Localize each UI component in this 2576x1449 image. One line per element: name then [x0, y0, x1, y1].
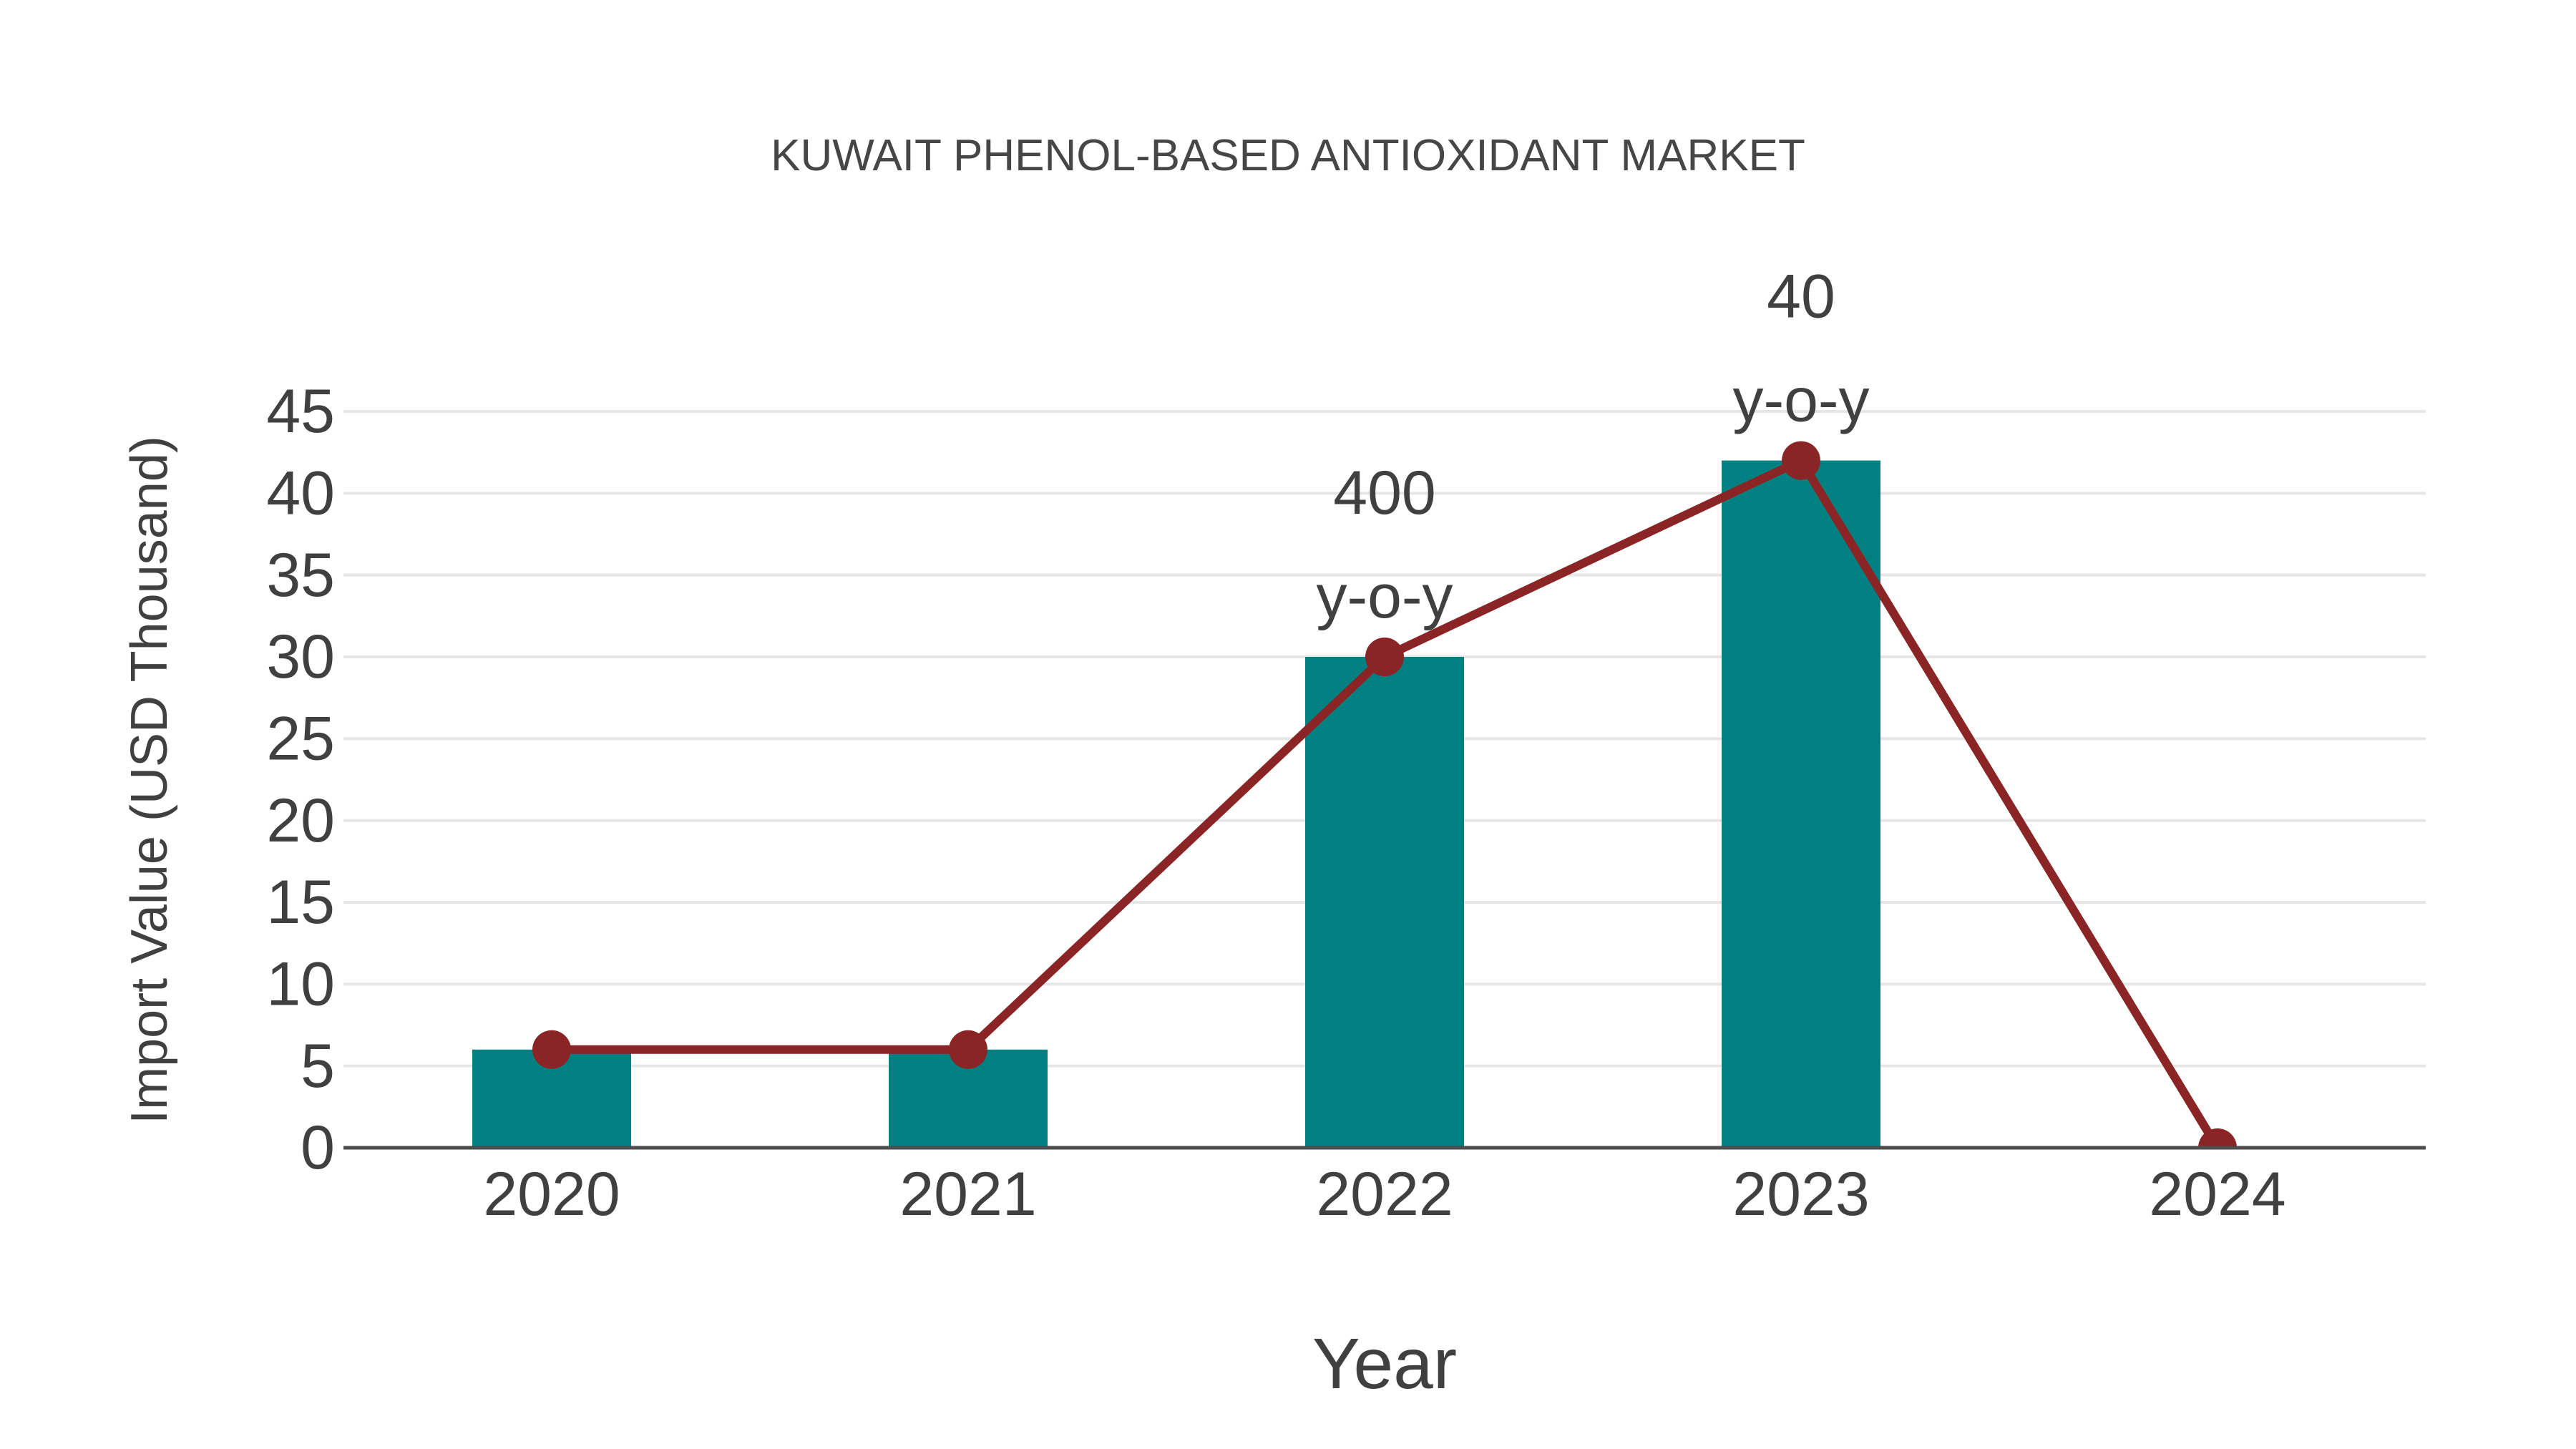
y-tick-label-25: 25 — [266, 705, 335, 774]
y-tick-label-0: 0 — [301, 1113, 335, 1182]
x-axis-title: Year — [1312, 1324, 1457, 1404]
chart-title: KUWAIT PHENOL-BASED ANTIOXIDANT MARKET — [771, 131, 1805, 180]
y-tick-label-20: 20 — [266, 786, 335, 855]
line-series — [532, 441, 2237, 1148]
annotations: 400 y-o-y 40 y-o-y — [1316, 263, 1869, 631]
y-tick-label-30: 30 — [266, 623, 335, 691]
annotation-value-2022: 400 — [1333, 459, 1436, 527]
y-axis-tick-labels: 0 5 10 15 20 25 30 35 40 45 — [266, 377, 335, 1182]
y-tick-label-45: 45 — [266, 377, 335, 446]
y-tick-label-5: 5 — [301, 1032, 335, 1101]
x-tick-label-2022: 2022 — [1316, 1160, 1453, 1229]
bar-series — [472, 460, 1880, 1148]
y-axis-title: Import Value (USD Thousand) — [121, 436, 178, 1124]
y-tick-label-10: 10 — [266, 950, 335, 1019]
annotation-value-2023: 40 — [1767, 263, 1835, 331]
data-point-marker-2022 — [1365, 638, 1404, 676]
annotation-label-2023: y-o-y — [1732, 366, 1869, 435]
y-tick-label-40: 40 — [266, 459, 335, 528]
data-point-marker-2024 — [2198, 1128, 2237, 1148]
bar-2022 — [1305, 657, 1464, 1148]
x-tick-label-2020: 2020 — [483, 1160, 620, 1229]
bar-2023 — [1722, 460, 1880, 1148]
data-point-marker-2020 — [532, 1030, 571, 1069]
data-point-marker-2023 — [1782, 441, 1820, 480]
x-axis-tick-labels: 2020 2021 2022 2023 2024 — [483, 1160, 2285, 1229]
annotation-label-2022: y-o-y — [1316, 562, 1453, 631]
y-tick-label-35: 35 — [266, 541, 335, 610]
x-tick-label-2023: 2023 — [1732, 1160, 1869, 1229]
y-tick-label-15: 15 — [266, 868, 335, 937]
data-point-marker-2021 — [949, 1030, 987, 1069]
x-tick-label-2021: 2021 — [899, 1160, 1036, 1229]
x-tick-label-2024: 2024 — [2149, 1160, 2285, 1229]
